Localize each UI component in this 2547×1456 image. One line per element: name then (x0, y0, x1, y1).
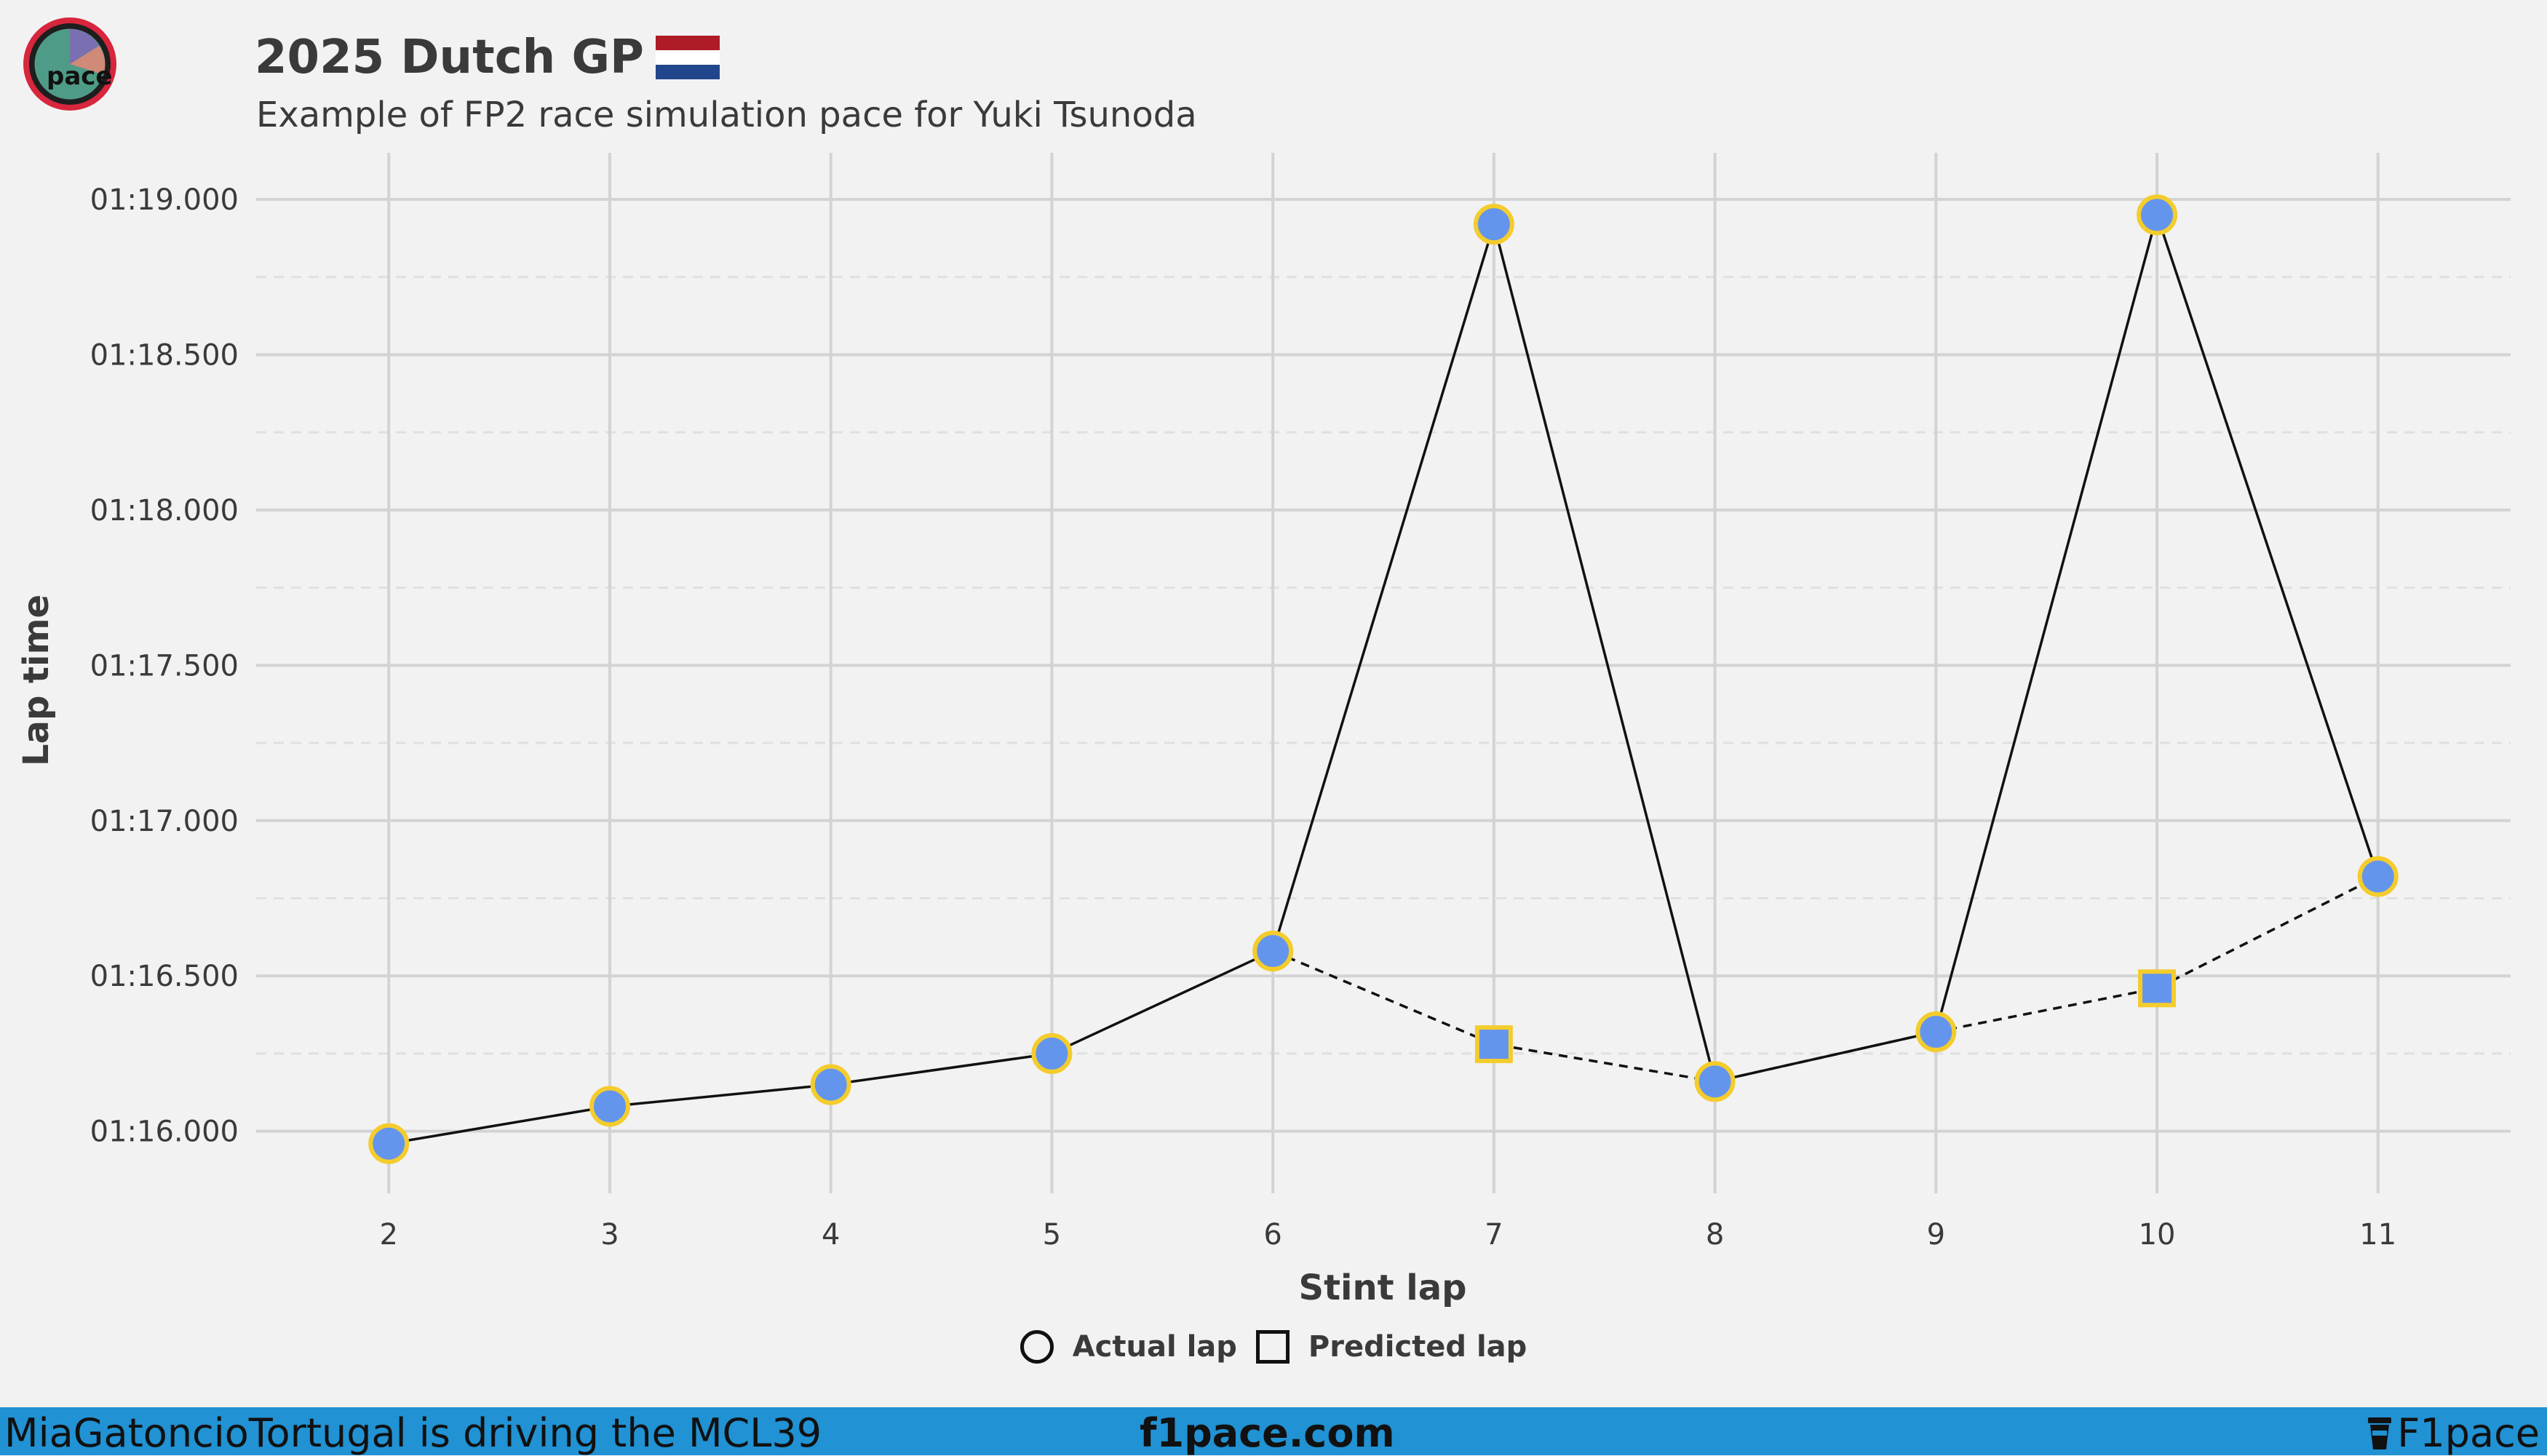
actual-lap-point (589, 1086, 630, 1127)
cup-icon (2368, 1417, 2392, 1449)
y-tick-label: 01:17.000 (90, 805, 239, 838)
x-tick-label: 10 (2139, 1218, 2176, 1252)
predicted-lap-line (1272, 875, 2379, 1083)
actual-lap-point (810, 1064, 851, 1105)
y-tick-label: 01:17.500 (90, 649, 239, 683)
legend-label-predicted: Predicted lap (1308, 1330, 1527, 1364)
circle-marker-icon (1020, 1330, 1054, 1364)
grid-layer (256, 153, 2511, 1193)
x-tick-label: 7 (1485, 1218, 1503, 1252)
y-tick-label: 01:18.500 (90, 338, 239, 372)
legend: Actual lap Predicted lap (0, 1330, 2547, 1364)
y-tick-label: 01:16.000 (90, 1115, 239, 1149)
footer-brand-text: F1pace (2397, 1410, 2540, 1456)
netherlands-flag-icon (655, 36, 720, 79)
footer-driver-text: MiaGatoncioTortugal is driving the MCL39 (4, 1410, 822, 1456)
x-tick-label: 8 (1706, 1218, 1724, 1252)
x-tick-label: 6 (1263, 1218, 1282, 1252)
x-tick-label: 3 (600, 1218, 619, 1252)
actual-lap-point (368, 1123, 410, 1164)
legend-label-actual: Actual lap (1072, 1330, 1237, 1364)
axis-layer: 01:16.000 01:16.500 01:17.000 01:17.500 01:1… (90, 183, 2397, 1252)
actual-lap-line (388, 210, 2380, 1145)
pace-logo-icon: pace (23, 17, 116, 111)
legend-item-predicted: Predicted lap (1255, 1330, 1527, 1364)
x-tick-label: 4 (822, 1218, 840, 1252)
y-tick-label: 01:19.000 (90, 183, 239, 217)
actual-lap-point (2137, 194, 2178, 236)
actual-lap-point (1031, 1033, 1073, 1074)
y-tick-label: 01:18.000 (90, 494, 239, 528)
predicted-lap-point (2138, 969, 2177, 1008)
lap-time-chart: 01:16.000 01:16.500 01:17.000 01:17.500 01:1… (16, 153, 2511, 1308)
actual-lap-point (1915, 1011, 1957, 1053)
footer-brand: F1pace (2365, 1410, 2540, 1456)
actual-lap-point (1694, 1061, 1736, 1102)
y-tick-label: 01:16.500 (90, 960, 239, 993)
x-tick-label: 2 (380, 1218, 398, 1252)
line-layer (388, 210, 2380, 1145)
x-tick-label: 11 (2359, 1218, 2396, 1252)
chart-title: 2025 Dutch GP (255, 31, 644, 84)
x-tick-label: 9 (1927, 1218, 1945, 1252)
legend-item-actual: Actual lap (1020, 1330, 1237, 1364)
predicted-lap-point (1474, 1025, 1513, 1064)
page-title: 2025 Dutch GP (255, 31, 720, 84)
square-marker-icon (1255, 1330, 1290, 1364)
y-axis-label: Lap time (16, 594, 57, 766)
chart-subtitle: Example of FP2 race simulation pace for … (256, 95, 1197, 135)
svg-text:pace: pace (47, 62, 113, 91)
marker-layer (368, 194, 2399, 1164)
actual-lap-point (1252, 931, 1294, 972)
footer-site-link[interactable]: f1pace.com (1140, 1410, 1395, 1456)
actual-lap-point (1473, 204, 1514, 245)
x-tick-label: 5 (1043, 1218, 1061, 1252)
actual-lap-point (2357, 856, 2399, 897)
footer-bar: MiaGatoncioTortugal is driving the MCL39… (0, 1407, 2547, 1456)
x-axis-label: Stint lap (1299, 1268, 1467, 1308)
